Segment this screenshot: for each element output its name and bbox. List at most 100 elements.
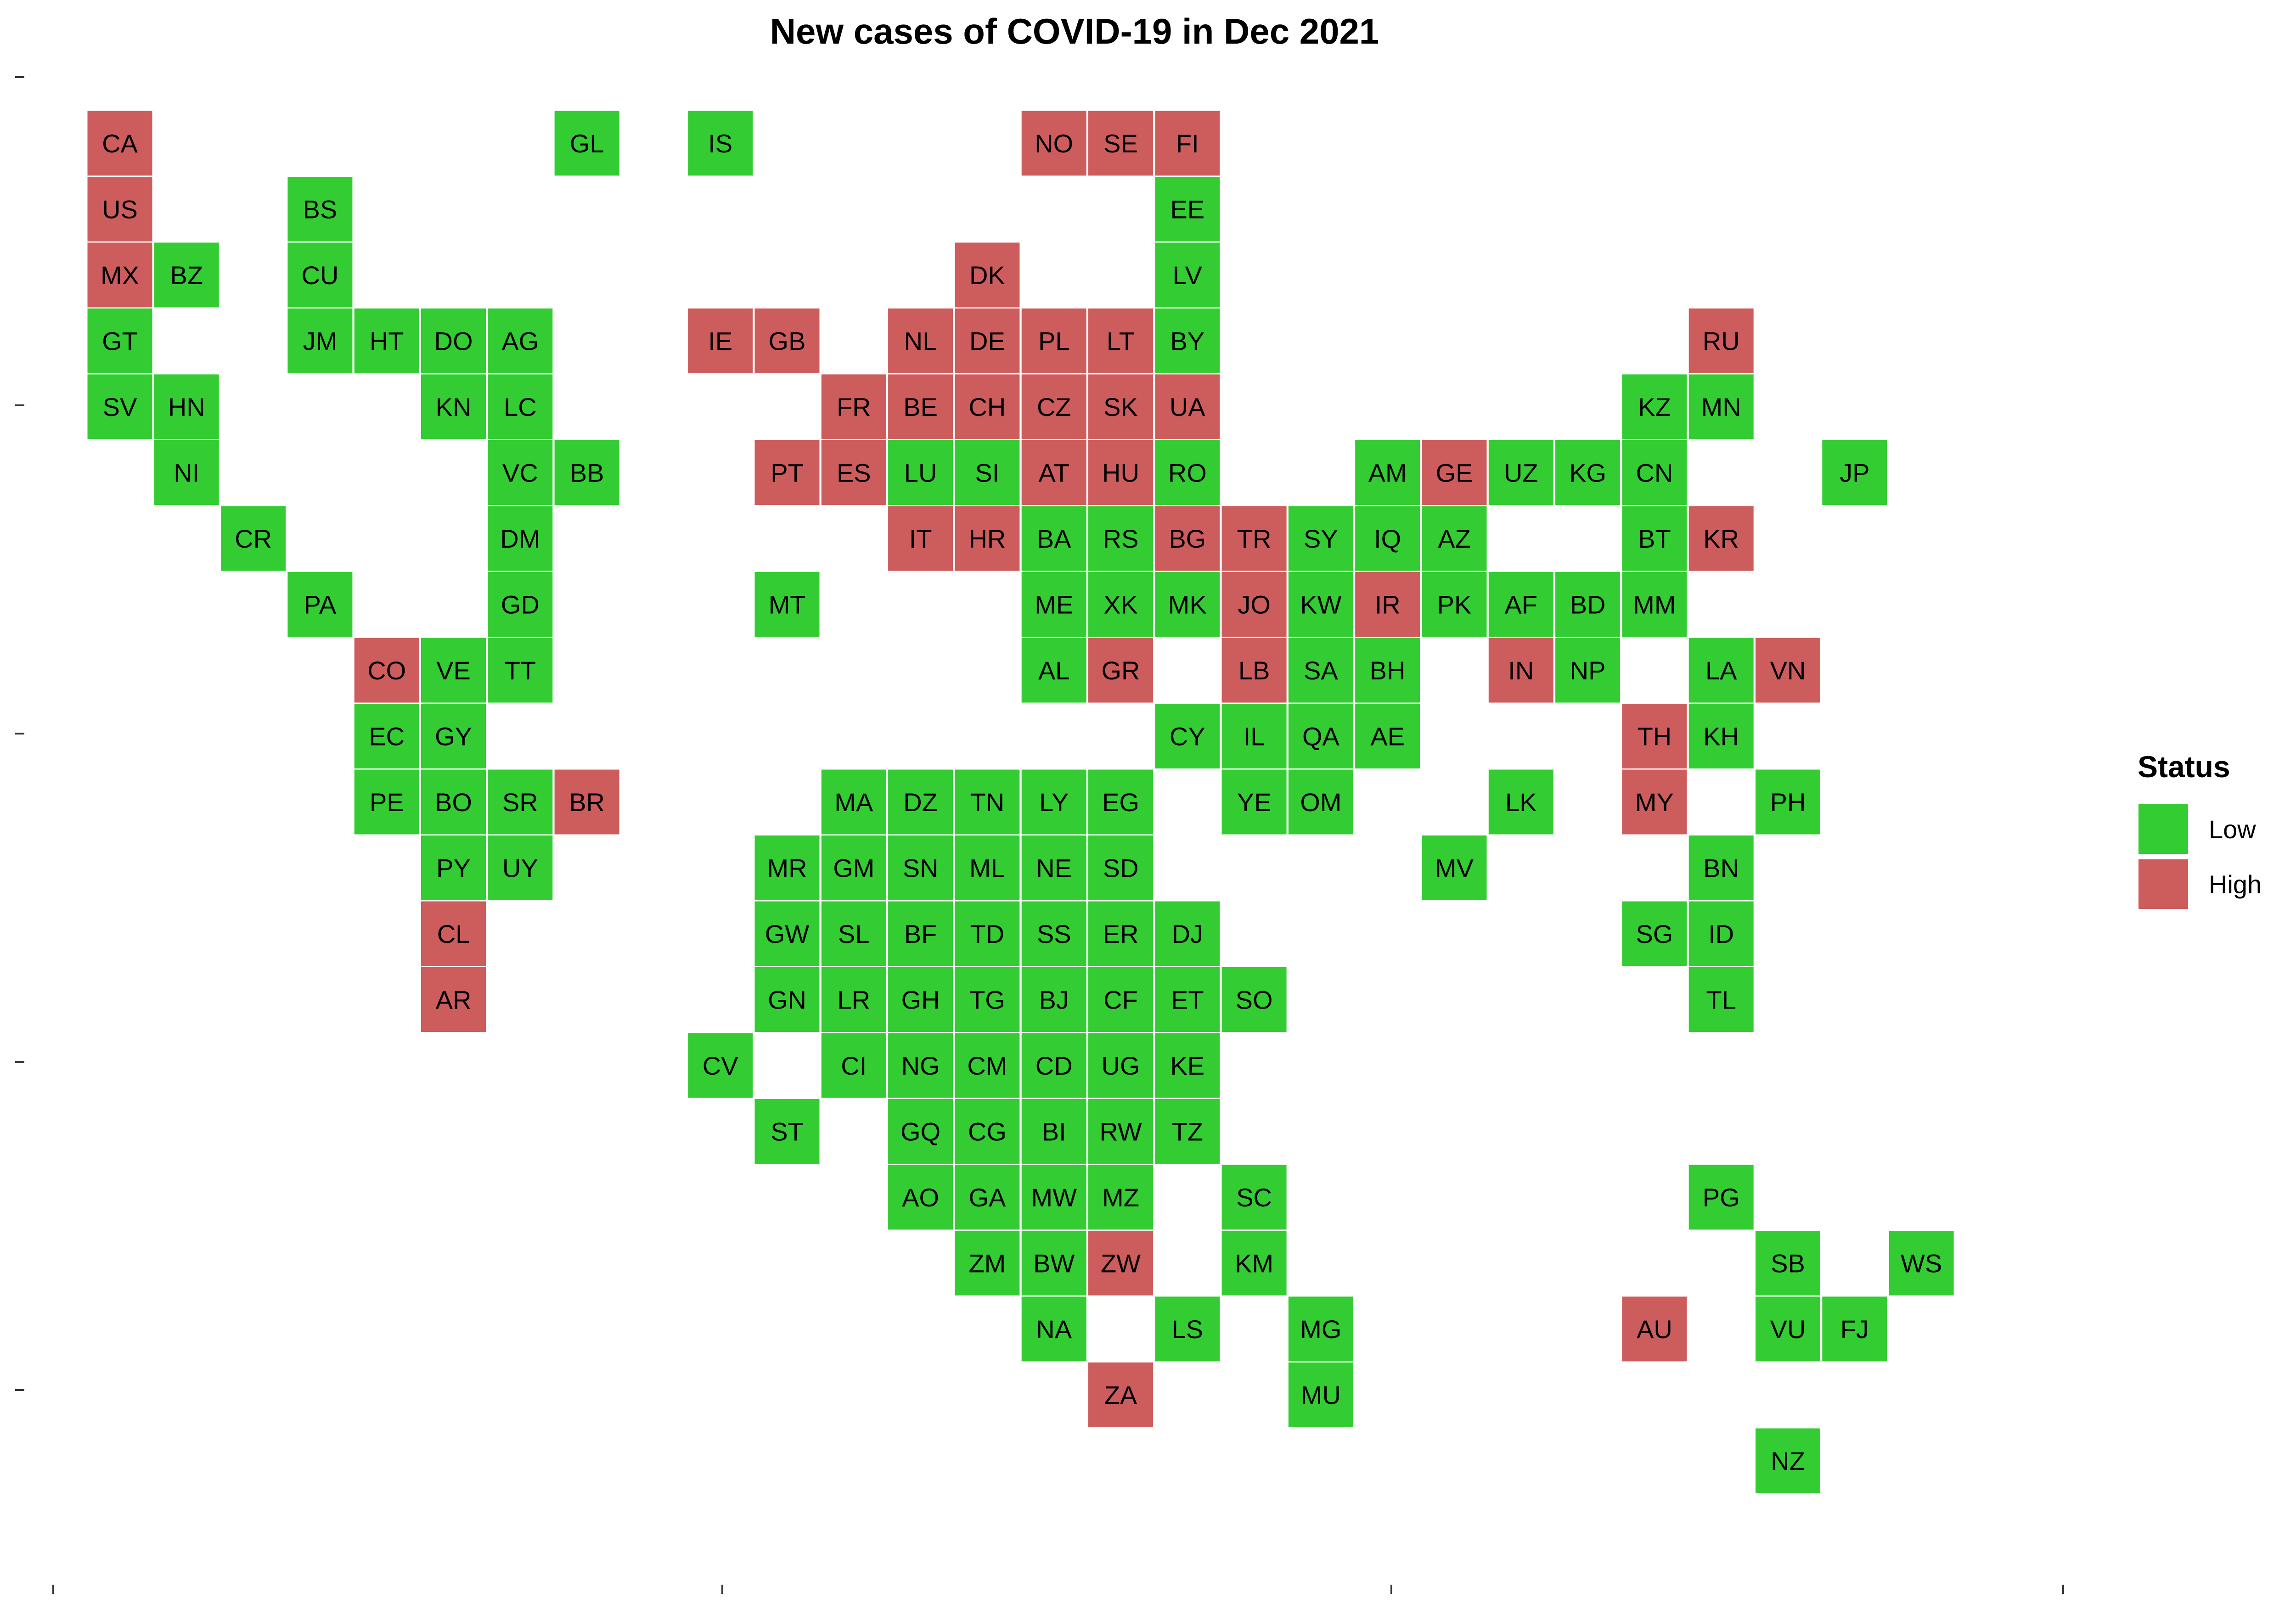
tile-rect — [888, 506, 953, 571]
tile-label: KM — [1235, 1249, 1273, 1278]
tile-rect — [1889, 1231, 1954, 1295]
tile-label: AF — [1505, 590, 1538, 619]
tile-label: AR — [436, 986, 472, 1015]
tile-mz: MZ — [1088, 1165, 1153, 1230]
tile-label: SI — [975, 459, 999, 488]
tile-rect — [1756, 1231, 1820, 1295]
tile-gm: GM — [821, 835, 886, 900]
tile-rw: RW — [1088, 1099, 1153, 1164]
tile-rect — [1622, 374, 1687, 439]
tile-rect — [888, 440, 953, 505]
tile-label: PA — [304, 590, 337, 619]
tile-pe: PE — [354, 769, 419, 835]
tile-label: GH — [901, 986, 940, 1015]
tile-label: GE — [1436, 459, 1473, 488]
tile-rect — [87, 177, 152, 241]
tile-mu: MU — [1288, 1362, 1353, 1427]
tile-rect — [1688, 901, 1754, 966]
tile-label: NE — [1036, 854, 1072, 883]
tile-rect — [1088, 572, 1153, 637]
tile-id: ID — [1688, 901, 1754, 966]
tile-label: SN — [903, 854, 939, 883]
tile-bw: BW — [1021, 1231, 1086, 1295]
tile-label: FR — [837, 392, 871, 421]
tile-label: SG — [1636, 919, 1673, 948]
tile-rect — [955, 769, 1020, 835]
tile-label: SA — [1304, 656, 1338, 685]
tile-rect — [688, 111, 753, 176]
tile-label: PL — [1038, 327, 1070, 356]
tile-label: MR — [767, 854, 807, 883]
tile-label: AM — [1368, 459, 1407, 488]
tile-kz: KZ — [1622, 374, 1687, 439]
tile-al: AL — [1021, 638, 1086, 703]
tile-label: WS — [1901, 1249, 1942, 1278]
tile-rect — [1488, 440, 1553, 505]
tile-rect — [1756, 1296, 1820, 1362]
tile-rect — [421, 374, 486, 439]
tile-label: SS — [1037, 919, 1071, 948]
tile-label: CR — [235, 524, 272, 553]
tile-label: HU — [1102, 459, 1139, 488]
tile-mw: MW — [1021, 1165, 1086, 1230]
legend-item-high: High — [2137, 858, 2262, 911]
tile-label: IQ — [1374, 524, 1401, 553]
tile-label: LT — [1107, 327, 1135, 356]
tile-rect — [1155, 308, 1220, 373]
tile-label: KE — [1170, 1051, 1204, 1080]
tile-label: IL — [1244, 722, 1265, 751]
tile-label: ER — [1103, 919, 1139, 948]
tile-label: NA — [1036, 1315, 1072, 1344]
tile-label: SO — [1236, 986, 1273, 1015]
tile-rect — [488, 769, 553, 835]
tile-rect — [955, 835, 1020, 900]
tile-no: NO — [1021, 111, 1086, 176]
tile-rect — [488, 638, 553, 703]
tile-rect — [1221, 572, 1287, 637]
tile-la: LA — [1688, 638, 1754, 703]
tile-rect — [955, 901, 1020, 966]
tile-rect — [1355, 704, 1420, 768]
tile-bt: BT — [1622, 506, 1687, 571]
tile-label: ST — [771, 1117, 804, 1146]
tile-label: MN — [1701, 392, 1741, 421]
tile-label: GR — [1102, 656, 1140, 685]
tile-rect — [287, 572, 353, 637]
tile-na: NA — [1021, 1296, 1086, 1362]
tile-rs: RS — [1088, 506, 1153, 571]
tile-bn: BN — [1688, 835, 1754, 900]
tile-label: NO — [1035, 129, 1073, 158]
tile-rect — [1221, 638, 1287, 703]
tile-rect — [1088, 638, 1153, 703]
tile-rect — [754, 572, 820, 637]
tile-label: BJ — [1039, 986, 1069, 1015]
tile-au: AU — [1622, 1296, 1687, 1362]
tile-mg: MG — [1288, 1296, 1353, 1362]
tile-rect — [1021, 440, 1086, 505]
tile-af: AF — [1488, 572, 1553, 637]
tile-iq: IQ — [1355, 506, 1420, 571]
tile-rect — [1021, 638, 1086, 703]
tile-rect — [1822, 440, 1887, 505]
tile-rect — [488, 506, 553, 571]
tile-label: VN — [1770, 656, 1806, 685]
tile-rect — [1622, 1296, 1687, 1362]
tile-om: OM — [1288, 769, 1353, 835]
tile-rect — [754, 967, 820, 1032]
tile-rect — [354, 704, 419, 768]
tile-uz: UZ — [1488, 440, 1553, 505]
tile-label: NI — [174, 459, 199, 488]
tile-rect — [888, 901, 953, 966]
tile-label: LB — [1238, 656, 1270, 685]
tile-label: ZA — [1104, 1381, 1137, 1410]
tile-rect — [955, 1099, 1020, 1164]
tile-rect — [488, 572, 553, 637]
tile-rect — [221, 506, 286, 571]
tile-rect — [1288, 506, 1353, 571]
tile-label: DJ — [1172, 919, 1203, 948]
tile-pg: PG — [1688, 1165, 1754, 1230]
tile-rect — [1622, 704, 1687, 768]
tile-cv: CV — [688, 1033, 753, 1098]
tile-dj: DJ — [1155, 901, 1220, 966]
tile-fi: FI — [1155, 111, 1220, 176]
